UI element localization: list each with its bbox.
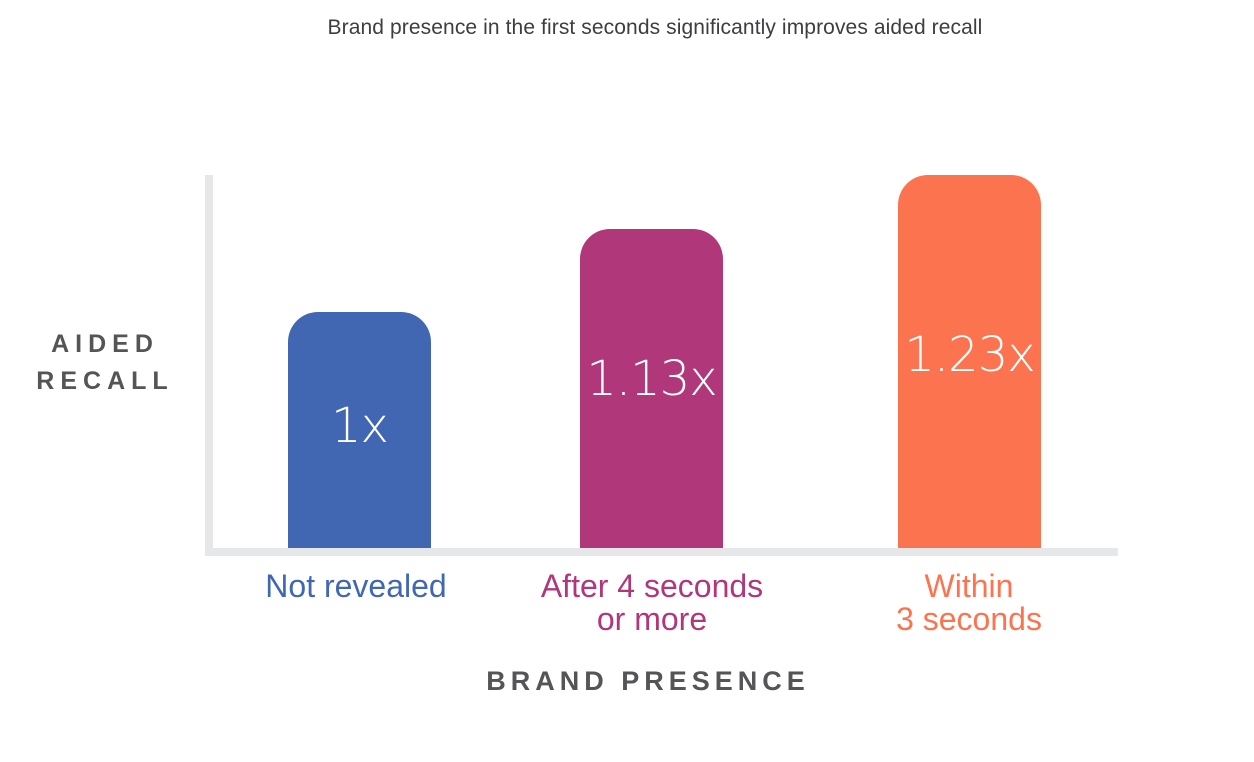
x-axis-line [205,548,1118,556]
x-axis-label: BRAND PRESENCE [486,666,810,696]
category-label-not-revealed: Not revealed [206,570,506,603]
category-label-line: After 4 seconds [540,568,764,604]
y-axis-label: AIDED RECALL [20,326,190,400]
category-label-line: Not revealed [265,568,447,604]
category-label-line: 3 seconds [896,601,1042,637]
category-label-line: Within [924,568,1014,604]
category-label-line: or more [596,601,708,637]
bar-value-label: 1x [331,398,389,454]
y-axis-line [205,175,213,556]
chart-title: Brand presence in the first seconds sign… [327,16,983,39]
bar-after-4-seconds: 1.13x [580,229,723,552]
bar-not-revealed: 1x [288,312,431,552]
bar-within-3-seconds: 1.23x [898,175,1041,552]
category-label-after-4-seconds: After 4 seconds or more [502,570,802,636]
bar-value-label: 1.23x [904,327,1035,383]
y-axis-label-line2: RECALL [36,367,174,395]
y-axis-label-line1: AIDED [51,330,159,358]
bar-value-label: 1.13x [586,351,717,407]
category-label-within-3-seconds: Within 3 seconds [819,570,1119,636]
